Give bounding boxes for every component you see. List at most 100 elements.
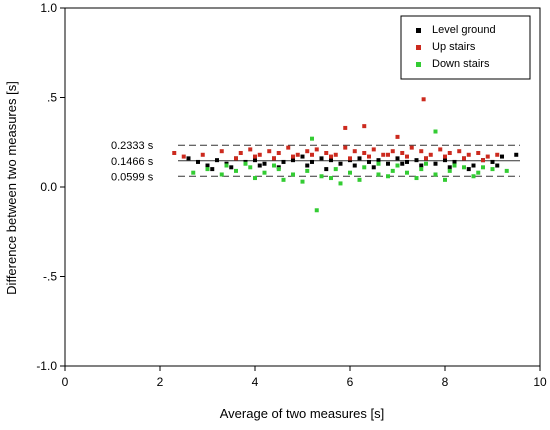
data-point (376, 172, 381, 177)
legend-marker (416, 45, 421, 50)
y-axis-ticks: 1.0 .5 0.0 -.5 -1.0 (36, 1, 65, 373)
data-point (281, 159, 286, 164)
x-tick-label: 8 (442, 375, 449, 389)
legend-marker (416, 28, 421, 33)
data-point (400, 161, 405, 166)
data-point (243, 161, 248, 166)
y-tick-label: 1.0 (40, 1, 57, 15)
data-point (257, 152, 262, 157)
data-point (481, 165, 485, 170)
data-point (495, 163, 500, 168)
data-point (447, 150, 452, 155)
data-point (253, 176, 257, 181)
data-point (367, 159, 371, 164)
data-point (424, 161, 428, 166)
data-point (362, 165, 367, 170)
data-point (229, 165, 234, 170)
data-point (191, 170, 196, 175)
data-point (319, 156, 324, 161)
data-point (386, 174, 390, 179)
data-point (329, 176, 333, 181)
data-point (443, 158, 447, 163)
data-point (300, 179, 305, 184)
data-point (333, 167, 338, 172)
data-point (462, 165, 466, 170)
data-point (300, 154, 305, 159)
data-point (395, 156, 400, 161)
data-point (215, 158, 219, 163)
data-point (476, 150, 481, 155)
x-axis-ticks: 0 2 4 6 8 10 (62, 366, 547, 389)
data-point (421, 97, 426, 102)
data-point (419, 163, 424, 168)
data-point (234, 168, 238, 173)
data-point (466, 167, 471, 172)
data-point (310, 136, 314, 141)
data-point (433, 161, 438, 166)
data-point (172, 150, 177, 155)
data-point (476, 170, 481, 175)
data-point (253, 154, 257, 159)
series-up-stairs (172, 97, 500, 163)
data-point (390, 149, 395, 154)
data-point (338, 161, 343, 166)
data-point (481, 158, 485, 163)
y-tick-label: -.5 (43, 270, 57, 284)
data-point (272, 156, 276, 161)
data-point (466, 152, 471, 157)
x-axis-title: Average of two measures [s] (220, 406, 385, 421)
data-point (352, 163, 357, 168)
x-tick-label: 2 (157, 375, 164, 389)
data-point (447, 168, 452, 173)
legend-label: Up stairs (432, 41, 476, 53)
data-point (381, 152, 386, 157)
data-point (219, 149, 224, 154)
data-point (291, 154, 295, 159)
data-point (324, 167, 329, 172)
data-point (343, 125, 348, 130)
data-point (224, 163, 229, 168)
data-point (295, 152, 300, 157)
data-point (181, 154, 186, 159)
data-point (305, 163, 310, 168)
data-point (405, 170, 409, 175)
reference-line-label: 0.1466 s (111, 156, 154, 168)
data-point (376, 161, 381, 166)
data-point (281, 177, 286, 182)
data-point (443, 177, 447, 182)
data-point (414, 158, 419, 163)
series-down-stairs (191, 129, 509, 213)
data-point (329, 154, 333, 159)
data-point (371, 147, 376, 152)
data-point (362, 150, 367, 155)
data-point (395, 134, 400, 139)
data-point (305, 168, 310, 173)
data-point (433, 129, 438, 134)
data-point (419, 167, 424, 172)
data-point (276, 167, 281, 172)
data-point (500, 154, 504, 159)
data-point (367, 154, 371, 159)
data-point (205, 163, 210, 168)
data-point (514, 152, 519, 157)
data-point (419, 149, 424, 154)
data-point (405, 154, 409, 159)
y-tick-label: -1.0 (36, 359, 57, 373)
data-point (338, 181, 343, 186)
data-point (376, 158, 381, 163)
legend-label: Level ground (432, 24, 496, 36)
data-point (395, 163, 400, 168)
data-point (219, 172, 224, 177)
data-point (200, 152, 205, 157)
data-point (414, 176, 419, 181)
data-point (490, 167, 495, 172)
data-point (319, 174, 324, 179)
data-point (438, 147, 443, 152)
data-point (186, 156, 191, 161)
data-point (471, 174, 476, 179)
data-point (348, 156, 352, 161)
x-tick-label: 6 (347, 375, 354, 389)
data-point (314, 147, 319, 152)
y-axis-title: Difference between two measures [s] (4, 81, 19, 295)
